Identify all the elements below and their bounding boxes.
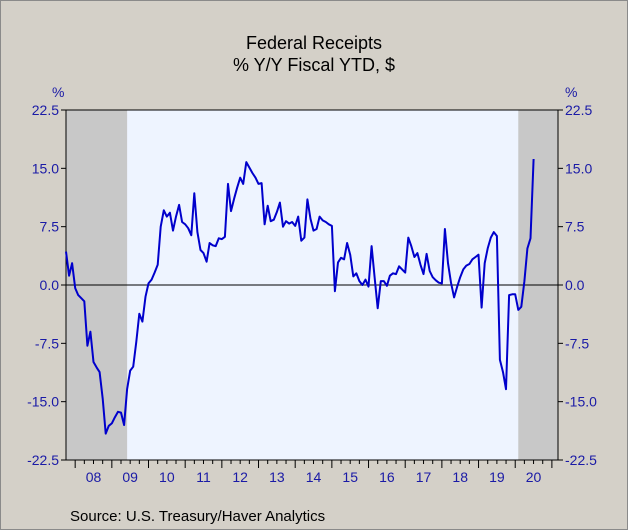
x-tick-label: 18 [452, 469, 468, 485]
y-tick-label-left: 15.0 [32, 160, 59, 176]
source-note: Source: U.S. Treasury/Haver Analytics [70, 508, 326, 525]
chart-subtitle: % Y/Y Fiscal YTD, $ [232, 55, 396, 75]
y-tick-label-right: -15.0 [565, 394, 597, 410]
x-tick-label: 13 [269, 469, 285, 485]
x-tick-label: 15 [342, 469, 358, 485]
x-tick-label: 11 [196, 469, 211, 485]
x-tick-label: 14 [306, 469, 322, 485]
x-tick-label: 10 [159, 469, 175, 485]
x-tick-label: 20 [526, 469, 542, 485]
y-tick-label-left: 7.5 [40, 219, 60, 235]
right-axis-unit: % [565, 84, 578, 100]
y-tick-label-right: 22.5 [565, 102, 592, 118]
x-tick-label: 09 [122, 469, 138, 485]
x-tick-label: 08 [86, 469, 102, 485]
y-tick-label-right: 15.0 [565, 160, 592, 176]
y-tick-label-left: 22.5 [32, 102, 59, 118]
y-tick-label-right: -22.5 [565, 452, 597, 468]
y-tick-label-left: -22.5 [27, 452, 59, 468]
x-tick-label: 16 [379, 469, 395, 485]
chart-title: Federal Receipts [245, 33, 383, 53]
x-tick-label: 17 [416, 469, 432, 485]
y-tick-label-right: -7.5 [565, 335, 589, 351]
y-tick-label-left: 0.0 [40, 277, 60, 293]
left-axis-unit: % [52, 84, 65, 100]
y-tick-label-left: -7.5 [35, 335, 59, 351]
y-tick-label-right: 0.0 [565, 277, 585, 293]
x-tick-label: 12 [232, 469, 248, 485]
series-line-federal-receipts [65, 158, 535, 435]
y-tick-label-left: -15.0 [27, 394, 59, 410]
x-tick-label: 19 [489, 469, 505, 485]
y-tick-label-right: 7.5 [565, 219, 585, 235]
